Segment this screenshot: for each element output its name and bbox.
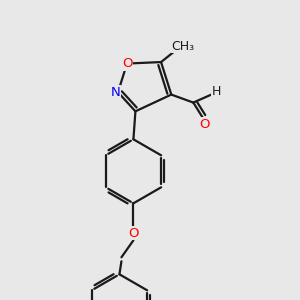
Text: CH₃: CH₃: [172, 40, 195, 52]
Text: O: O: [128, 227, 139, 240]
Text: O: O: [122, 57, 132, 70]
Text: N: N: [111, 86, 121, 99]
Text: H: H: [212, 85, 221, 98]
Text: O: O: [199, 118, 210, 131]
